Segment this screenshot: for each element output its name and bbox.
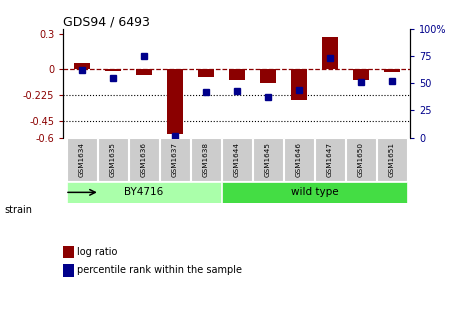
Text: BY4716: BY4716 bbox=[124, 187, 164, 197]
Text: GSM1644: GSM1644 bbox=[234, 142, 240, 177]
Text: GSM1636: GSM1636 bbox=[141, 142, 147, 177]
Text: strain: strain bbox=[5, 205, 33, 215]
Bar bbox=[198, 69, 213, 77]
Bar bbox=[315, 138, 345, 181]
Bar bbox=[222, 182, 407, 203]
Text: percentile rank within the sample: percentile rank within the sample bbox=[77, 265, 242, 276]
Bar bbox=[98, 138, 128, 181]
Bar bbox=[291, 69, 307, 100]
Bar bbox=[353, 69, 369, 80]
Text: GSM1638: GSM1638 bbox=[203, 142, 209, 177]
Bar bbox=[377, 138, 407, 181]
Bar bbox=[136, 69, 151, 75]
Bar bbox=[167, 69, 182, 134]
Bar bbox=[346, 138, 376, 181]
Bar bbox=[191, 138, 221, 181]
Text: log ratio: log ratio bbox=[77, 247, 118, 257]
Bar bbox=[322, 37, 338, 69]
Text: GSM1647: GSM1647 bbox=[327, 142, 333, 177]
Bar bbox=[384, 69, 400, 72]
Bar bbox=[159, 138, 190, 181]
Bar bbox=[284, 138, 314, 181]
Text: GDS94 / 6493: GDS94 / 6493 bbox=[63, 15, 150, 29]
Bar bbox=[222, 138, 252, 181]
Text: GSM1634: GSM1634 bbox=[79, 142, 85, 177]
Text: GSM1650: GSM1650 bbox=[358, 142, 364, 177]
Bar bbox=[74, 63, 90, 69]
Bar bbox=[229, 69, 245, 80]
Text: GSM1645: GSM1645 bbox=[265, 142, 271, 177]
Bar bbox=[67, 138, 97, 181]
Text: GSM1651: GSM1651 bbox=[389, 142, 395, 177]
Text: GSM1646: GSM1646 bbox=[296, 142, 302, 177]
Bar bbox=[105, 69, 121, 71]
Bar bbox=[260, 69, 276, 83]
Text: GSM1637: GSM1637 bbox=[172, 142, 178, 177]
Bar bbox=[67, 182, 221, 203]
Text: wild type: wild type bbox=[290, 187, 338, 197]
Text: GSM1635: GSM1635 bbox=[110, 142, 116, 177]
Bar bbox=[253, 138, 283, 181]
Bar bbox=[129, 138, 159, 181]
